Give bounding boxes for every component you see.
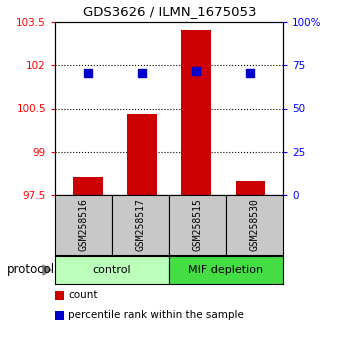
- Text: MIF depletion: MIF depletion: [188, 265, 264, 275]
- Text: GSM258517: GSM258517: [136, 199, 146, 251]
- Bar: [127, 114, 157, 195]
- Polygon shape: [43, 265, 51, 275]
- Bar: [73, 177, 102, 195]
- Text: GSM258530: GSM258530: [250, 199, 259, 251]
- Text: control: control: [93, 265, 131, 275]
- Text: protocol: protocol: [7, 263, 55, 276]
- Point: [193, 68, 199, 74]
- Text: percentile rank within the sample: percentile rank within the sample: [68, 310, 244, 320]
- Bar: [181, 30, 211, 195]
- Text: GDS3626 / ILMN_1675053: GDS3626 / ILMN_1675053: [83, 6, 257, 18]
- Point: [248, 70, 253, 76]
- Bar: [236, 181, 265, 195]
- Point: [139, 70, 144, 76]
- Text: GSM258516: GSM258516: [79, 199, 88, 251]
- Point: [85, 70, 90, 76]
- Text: count: count: [68, 291, 98, 301]
- Text: GSM258515: GSM258515: [192, 199, 203, 251]
